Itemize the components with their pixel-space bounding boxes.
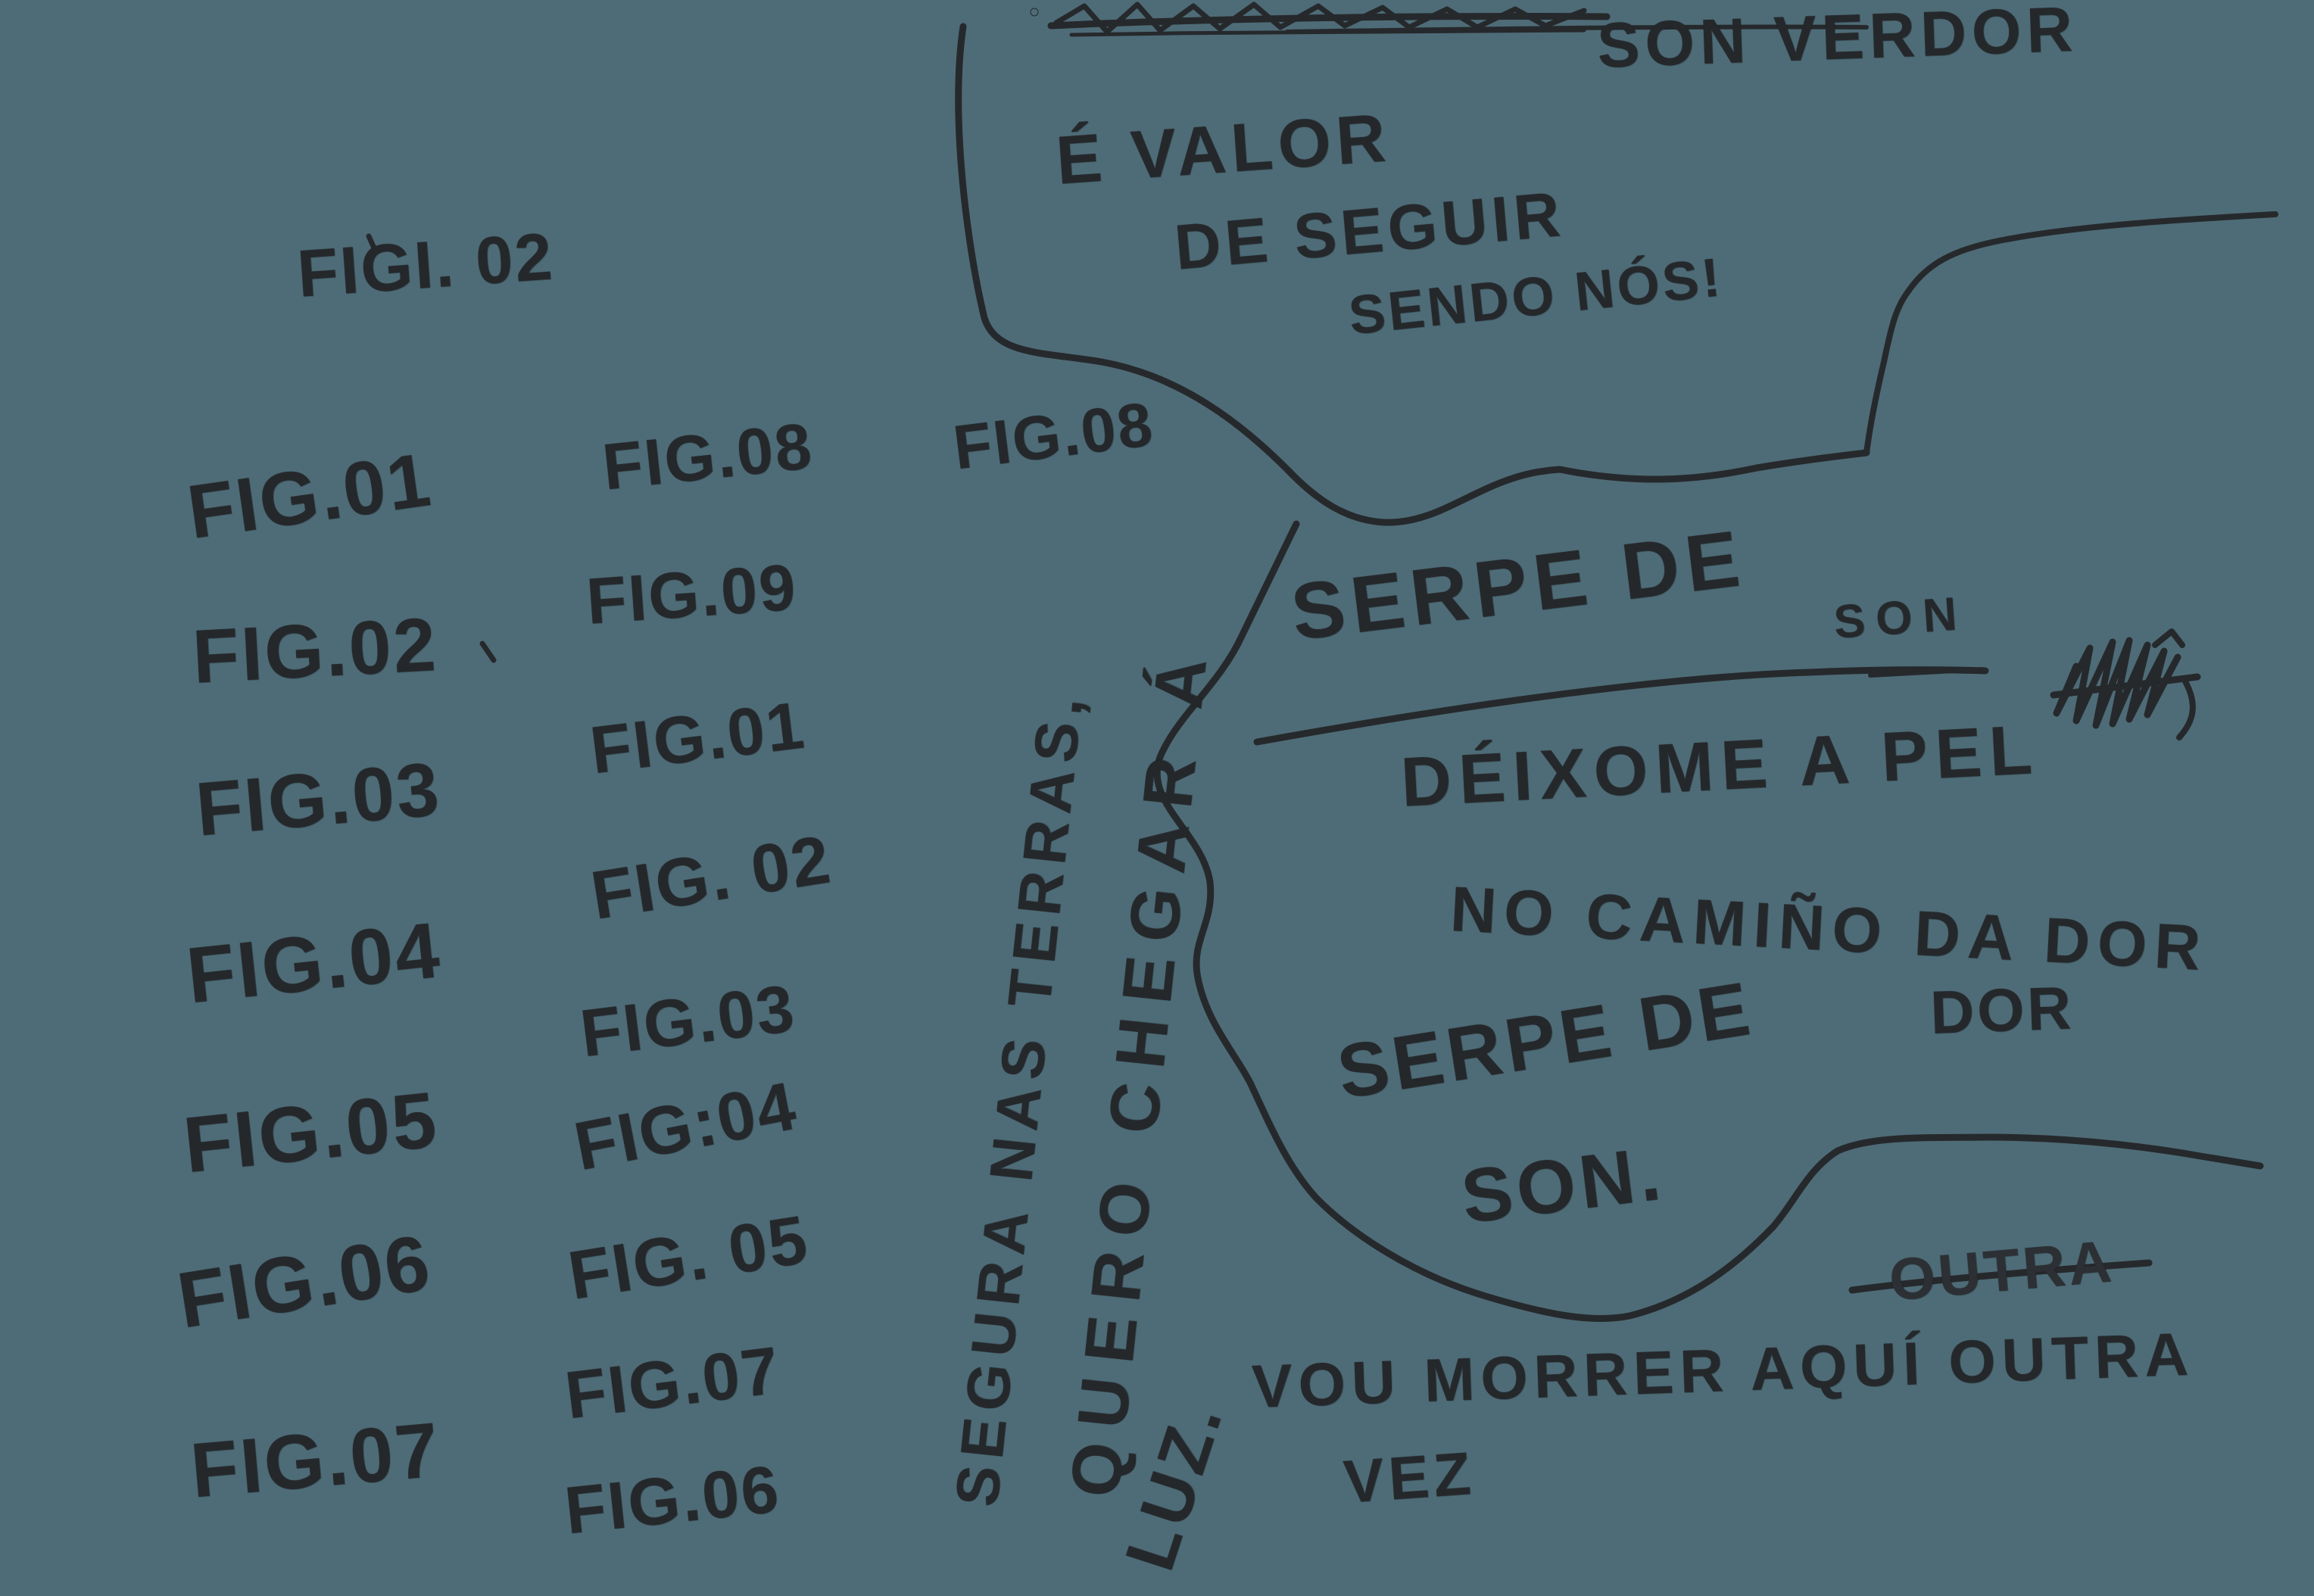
verse-bottom-line-2: VEZ: [1341, 1439, 1478, 1516]
serpe-underline: [1253, 666, 1989, 746]
fig-item: FIG.03: [192, 746, 444, 853]
divider-curve-top: [955, 23, 1870, 526]
outra-strikethrough: [1848, 1259, 2153, 1294]
divider-curve-bottom: [1153, 520, 2264, 1322]
fig-item: FIG.09: [584, 550, 800, 638]
scratched-out-line: [1030, 2, 1869, 37]
serpe-line-2-echo: DOR: [1929, 974, 2075, 1046]
verse-top-line-1: SON VERDOR: [1595, 0, 2079, 81]
stray-tick: [479, 641, 497, 663]
serpe-heading-small: SON: [1832, 587, 1969, 649]
signature-scribble: [2050, 628, 2201, 740]
fig-item: FIG.07: [187, 1406, 444, 1514]
divider-curve-right: [1863, 211, 2278, 456]
stray-apostrophe: [366, 233, 379, 254]
fig-item: FIG.02: [190, 602, 440, 700]
fig-header: FIGI. 02: [295, 218, 557, 311]
